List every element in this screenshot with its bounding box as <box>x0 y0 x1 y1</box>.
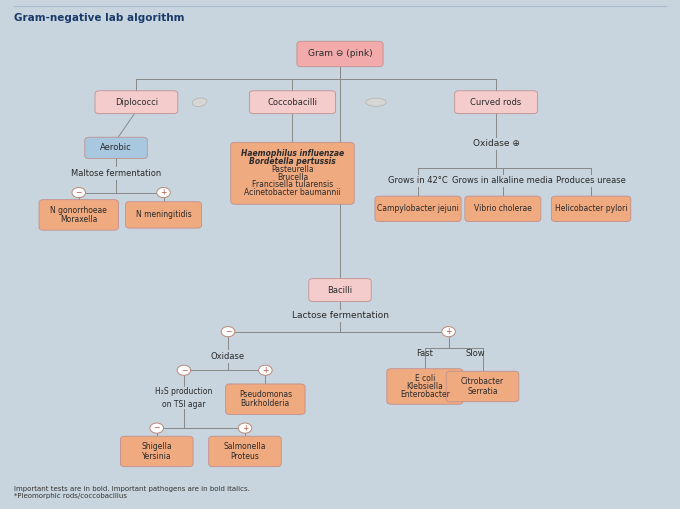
Text: Moraxella: Moraxella <box>60 215 97 224</box>
Text: Coccobacilli: Coccobacilli <box>267 98 318 107</box>
Text: +: + <box>262 366 269 375</box>
Text: Brucella: Brucella <box>277 173 308 182</box>
Text: Acinetobacter baumannii: Acinetobacter baumannii <box>244 188 341 197</box>
Circle shape <box>72 187 86 197</box>
Circle shape <box>221 327 235 337</box>
FancyBboxPatch shape <box>120 436 193 467</box>
FancyBboxPatch shape <box>126 202 201 228</box>
Text: *Pleomorphic rods/coccobacillus: *Pleomorphic rods/coccobacillus <box>14 493 127 499</box>
Text: Francisella tularensis: Francisella tularensis <box>252 181 333 189</box>
Text: Serratia: Serratia <box>467 387 498 395</box>
Text: Oxidase: Oxidase <box>211 352 245 360</box>
Text: −: − <box>181 366 187 375</box>
Ellipse shape <box>366 98 386 106</box>
Circle shape <box>157 187 171 197</box>
Text: N gonorrhoeae: N gonorrhoeae <box>50 206 107 215</box>
FancyBboxPatch shape <box>231 143 354 204</box>
Circle shape <box>442 327 456 337</box>
FancyBboxPatch shape <box>455 91 537 114</box>
Text: Grows in alkaline media: Grows in alkaline media <box>452 177 554 185</box>
Text: Salmonella: Salmonella <box>224 442 267 451</box>
Text: Burkholderia: Burkholderia <box>241 400 290 408</box>
Text: +: + <box>242 423 248 433</box>
Circle shape <box>150 423 164 433</box>
Circle shape <box>258 365 272 375</box>
Text: E coli: E coli <box>415 374 435 383</box>
Text: −: − <box>225 327 231 336</box>
Text: N meningitidis: N meningitidis <box>136 210 192 219</box>
FancyBboxPatch shape <box>446 371 519 402</box>
Text: +: + <box>160 188 167 197</box>
Text: Maltose fermentation: Maltose fermentation <box>71 169 161 178</box>
Text: Shigella: Shigella <box>141 442 172 451</box>
Text: Slow: Slow <box>466 349 486 358</box>
Text: Pasteurella: Pasteurella <box>271 165 313 174</box>
Text: Bacilli: Bacilli <box>328 286 352 295</box>
Text: Curved rods: Curved rods <box>471 98 522 107</box>
Text: Grows in 42°C: Grows in 42°C <box>388 177 448 185</box>
Text: Citrobacter: Citrobacter <box>461 377 504 386</box>
Circle shape <box>238 423 252 433</box>
FancyBboxPatch shape <box>551 196 631 221</box>
FancyBboxPatch shape <box>95 91 177 114</box>
Text: Enterobacter: Enterobacter <box>400 390 449 399</box>
Text: on TSI agar: on TSI agar <box>162 400 205 409</box>
Text: Important tests are in bold. Important pathogens are in bold italics.: Important tests are in bold. Important p… <box>14 486 250 492</box>
Text: Vibrio cholerae: Vibrio cholerae <box>474 204 532 213</box>
Text: Bordetella pertussis: Bordetella pertussis <box>249 157 336 166</box>
Text: Klebsiella: Klebsiella <box>407 382 443 391</box>
FancyBboxPatch shape <box>465 196 541 221</box>
FancyBboxPatch shape <box>309 278 371 301</box>
Text: Haemophilus influenzae: Haemophilus influenzae <box>241 149 344 158</box>
Text: Produces urease: Produces urease <box>556 177 626 185</box>
Text: +: + <box>445 327 452 336</box>
Text: Gram-negative lab algorithm: Gram-negative lab algorithm <box>14 13 185 23</box>
Text: H₂S production: H₂S production <box>155 387 213 396</box>
FancyBboxPatch shape <box>85 137 148 159</box>
FancyBboxPatch shape <box>226 384 305 414</box>
Text: −: − <box>75 188 82 197</box>
FancyBboxPatch shape <box>250 91 336 114</box>
FancyBboxPatch shape <box>375 196 461 221</box>
FancyBboxPatch shape <box>297 41 383 67</box>
FancyBboxPatch shape <box>387 369 463 404</box>
Text: Campylobacter jejuni: Campylobacter jejuni <box>377 204 459 213</box>
Text: Aerobic: Aerobic <box>100 144 132 152</box>
Text: Lactose fermentation: Lactose fermentation <box>292 311 388 320</box>
Text: Yersinia: Yersinia <box>142 451 171 461</box>
FancyBboxPatch shape <box>39 200 118 230</box>
FancyBboxPatch shape <box>209 436 282 467</box>
Ellipse shape <box>192 98 207 106</box>
Text: −: − <box>154 423 160 433</box>
Text: Pseudomonas: Pseudomonas <box>239 390 292 399</box>
Text: Helicobacter pylori: Helicobacter pylori <box>555 204 628 213</box>
Text: Gram ⊖ (pink): Gram ⊖ (pink) <box>307 49 373 59</box>
Circle shape <box>177 365 190 375</box>
Text: Diplococci: Diplococci <box>115 98 158 107</box>
Text: Oxidase ⊕: Oxidase ⊕ <box>473 139 520 148</box>
Text: Proteus: Proteus <box>231 451 260 461</box>
Text: Fast: Fast <box>416 349 433 358</box>
